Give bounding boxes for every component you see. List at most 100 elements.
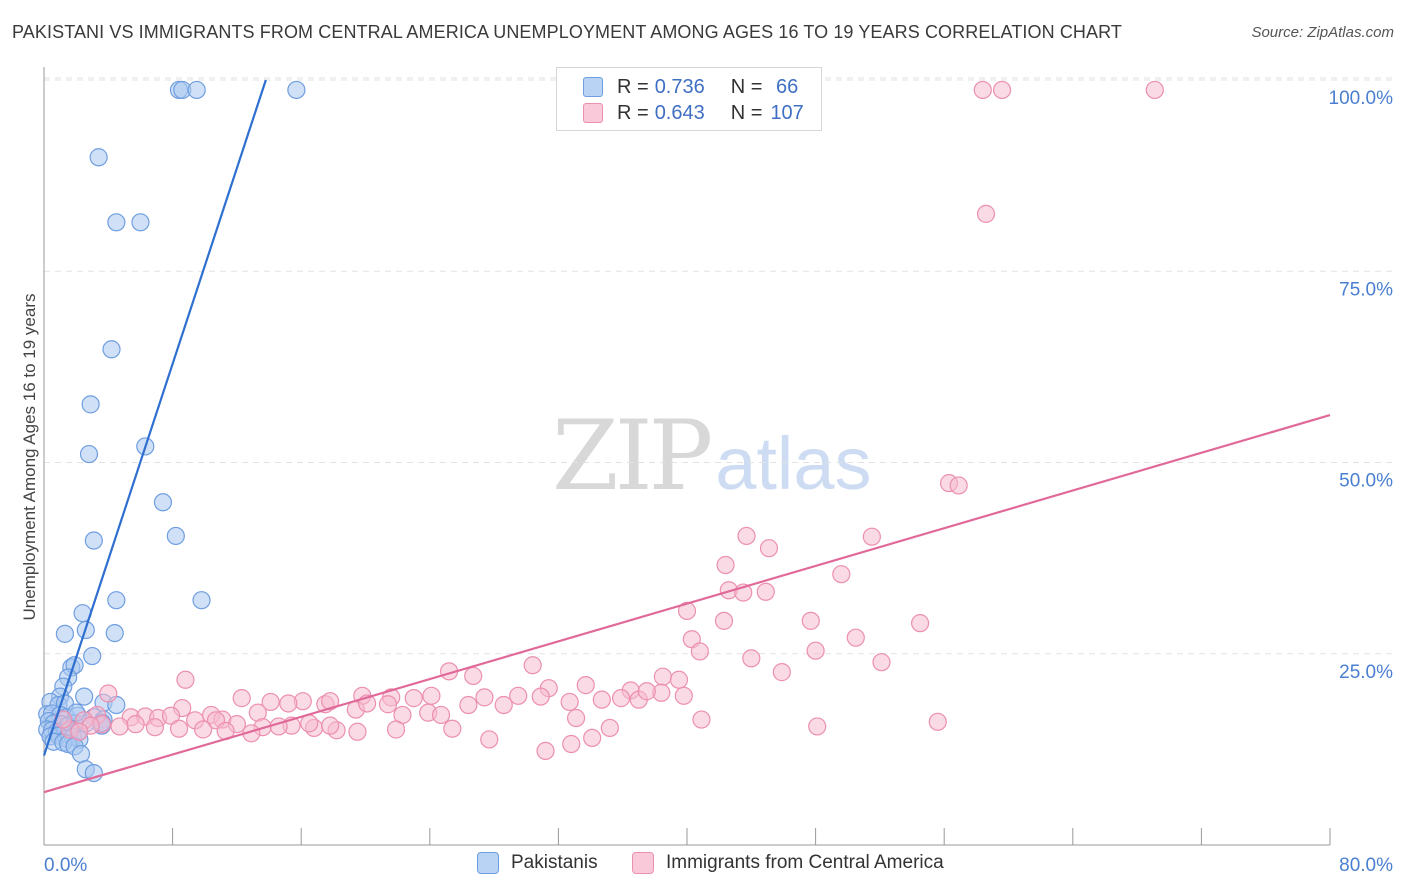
data-point <box>742 649 761 668</box>
data-point <box>386 720 406 739</box>
data-point <box>269 717 288 736</box>
legend-r-value: 0.643 <box>654 101 705 124</box>
data-point <box>348 722 367 741</box>
data-point <box>300 714 319 733</box>
data-point <box>422 686 441 705</box>
data-point <box>84 531 103 550</box>
data-point <box>187 80 206 100</box>
watermark-zip: ZIP <box>552 400 713 512</box>
data-point <box>194 720 213 739</box>
trend-lines <box>42 79 1331 794</box>
data-point <box>404 689 423 708</box>
data-point <box>976 204 996 223</box>
data-point <box>464 666 483 686</box>
data-point <box>560 692 579 712</box>
data-point <box>611 689 631 708</box>
data-point <box>806 641 825 660</box>
legend-swatch-blue <box>583 77 603 97</box>
y-tick-label: 25.0% <box>1339 662 1393 683</box>
data-point <box>102 340 121 359</box>
data-point <box>637 682 656 701</box>
data-point <box>287 80 306 100</box>
data-point <box>480 730 499 749</box>
legend-label-pakistanis: Pakistanis <box>511 852 598 873</box>
data-point <box>89 148 108 167</box>
data-point <box>83 646 102 666</box>
data-point <box>928 712 947 731</box>
pakistanis-points <box>38 80 306 783</box>
data-point <box>846 628 865 647</box>
data-point <box>808 717 827 736</box>
data-point <box>583 728 602 748</box>
data-point <box>261 692 280 712</box>
data-point <box>690 642 709 661</box>
y-tick-label: 75.0% <box>1339 279 1393 300</box>
data-point <box>232 689 251 708</box>
data-point <box>832 565 851 584</box>
data-point <box>801 611 820 630</box>
data-point <box>107 213 126 232</box>
data-point <box>756 582 775 601</box>
x-tick-label: 0.0% <box>44 855 87 876</box>
data-point <box>107 591 126 610</box>
trend-line-pakistanis <box>42 79 267 756</box>
data-point <box>126 715 145 734</box>
legend-row-central-america: R = 0.643 N = 107 <box>583 101 804 125</box>
data-point <box>523 656 542 675</box>
data-point <box>443 719 462 738</box>
correlation-legend: R = 0.736 N = 66 R = 0.643 N = 107 <box>556 67 822 131</box>
data-point <box>431 705 451 725</box>
data-point <box>674 686 693 705</box>
data-point <box>677 601 697 621</box>
data-point <box>494 695 513 715</box>
watermark: ZIPatlas <box>552 400 872 512</box>
data-point <box>949 476 968 495</box>
data-point <box>81 395 100 414</box>
data-point <box>321 716 340 735</box>
data-point <box>714 611 734 630</box>
data-point <box>71 744 91 764</box>
data-point <box>992 80 1012 100</box>
watermark-atlas: atlas <box>715 422 872 505</box>
x-tick-label: 80.0% <box>1339 855 1393 876</box>
legend-n-label: N = <box>730 101 763 124</box>
data-point <box>862 527 881 546</box>
data-point <box>55 624 74 643</box>
data-point <box>759 539 779 558</box>
legend-r-value: 0.736 <box>654 75 705 98</box>
data-point <box>973 80 992 100</box>
data-point <box>176 670 195 689</box>
data-point <box>509 686 528 705</box>
series-legend: Pakistanis Immigrants from Central Ameri… <box>0 852 1406 878</box>
legend-r-label: R = <box>617 75 649 98</box>
data-point <box>79 444 99 464</box>
legend-n-value: 107 <box>770 101 804 124</box>
data-point <box>531 687 550 706</box>
data-point <box>910 614 930 633</box>
data-point <box>110 717 129 736</box>
data-point <box>566 708 586 728</box>
data-point <box>459 695 478 715</box>
data-point <box>153 493 173 512</box>
data-point <box>772 663 791 682</box>
data-point <box>166 526 185 546</box>
data-point <box>99 684 118 703</box>
chart-title: PAKISTANI VS IMMIGRANTS FROM CENTRAL AME… <box>12 22 1122 42</box>
legend-r-label: R = <box>617 101 649 124</box>
source-label: Source: ZipAtlas.com <box>1251 24 1394 41</box>
data-point <box>475 688 494 707</box>
central-america-points <box>54 80 1164 761</box>
data-point <box>1145 80 1164 100</box>
data-point <box>716 555 735 575</box>
legend-item-pakistanis[interactable]: Pakistanis <box>477 852 598 874</box>
tick-labels: 25.0% 50.0% 75.0% 100.0% 0.0% 80.0% <box>44 88 1393 876</box>
data-point <box>692 710 711 729</box>
data-point <box>105 623 124 643</box>
data-point <box>536 741 555 761</box>
legend-item-central-america[interactable]: Immigrants from Central America <box>632 852 944 874</box>
legend-row-pakistanis: R = 0.736 N = 66 <box>583 75 798 99</box>
data-point <box>872 653 891 672</box>
data-point <box>192 591 211 610</box>
data-point <box>737 526 756 546</box>
